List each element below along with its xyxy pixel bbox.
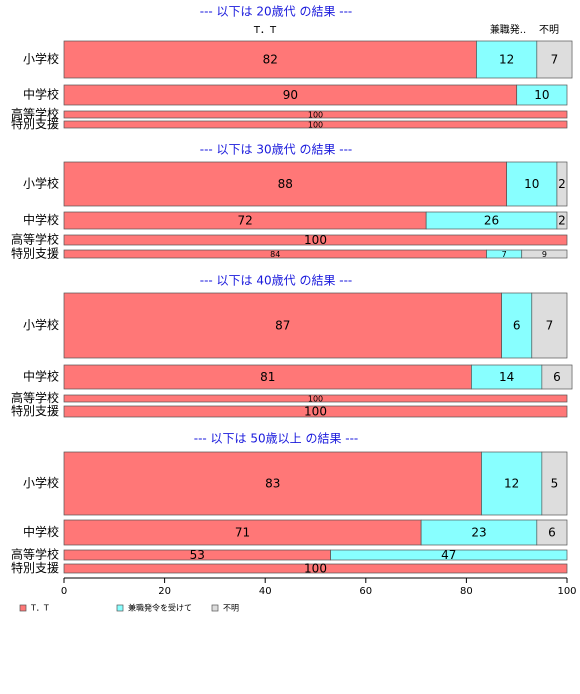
bar-segment bbox=[63, 405, 568, 418]
data-label: 72 bbox=[237, 214, 252, 228]
bar-segment bbox=[536, 519, 568, 546]
data-label: 12 bbox=[504, 477, 519, 491]
data-label: 14 bbox=[499, 370, 514, 384]
category-label: 特別支援 bbox=[11, 403, 59, 418]
bar-segment bbox=[471, 364, 543, 390]
panel-title: --- 以下は 50歳以上 の結果 --- bbox=[194, 432, 359, 446]
data-label: 2 bbox=[558, 214, 566, 228]
bar-segment bbox=[476, 40, 538, 79]
category-label: 高等学校 bbox=[11, 106, 59, 121]
category-label: 小学校 bbox=[23, 51, 59, 66]
bar-segment bbox=[63, 519, 422, 546]
category-label: 中学校 bbox=[23, 369, 59, 384]
bar-segment bbox=[521, 249, 568, 259]
data-label: 10 bbox=[534, 88, 549, 102]
legend-swatch bbox=[19, 604, 27, 612]
bar-segment bbox=[506, 161, 558, 207]
category-label: 中学校 bbox=[23, 87, 59, 102]
bar-segment bbox=[531, 292, 568, 359]
bar-segment bbox=[63, 110, 568, 119]
data-label: 2 bbox=[558, 177, 566, 191]
data-label: 100 bbox=[304, 233, 327, 247]
bar-segment bbox=[63, 451, 482, 516]
x-tick-label: 100 bbox=[557, 586, 576, 597]
category-label: 特別支援 bbox=[11, 246, 59, 261]
data-label: 5 bbox=[551, 477, 559, 491]
bar-segment bbox=[330, 549, 568, 561]
data-label: 6 bbox=[548, 526, 556, 540]
data-label: 7 bbox=[502, 250, 507, 259]
bar-segment bbox=[516, 84, 568, 106]
data-label: 100 bbox=[308, 395, 323, 404]
bar-segment bbox=[556, 211, 568, 230]
data-label: 84 bbox=[270, 250, 280, 259]
x-tick-label: 20 bbox=[158, 586, 171, 597]
category-label: 高等学校 bbox=[11, 232, 59, 247]
bar-segment bbox=[63, 40, 477, 79]
bar-segment bbox=[63, 563, 568, 574]
x-tick-label: 0 bbox=[61, 586, 67, 597]
legend-label: T．T bbox=[30, 604, 49, 613]
category-label: 中学校 bbox=[23, 524, 59, 539]
data-label: 81 bbox=[260, 370, 275, 384]
bar-segment bbox=[63, 120, 568, 129]
bar-segment bbox=[536, 40, 573, 79]
column-header: 兼職発.. bbox=[490, 23, 526, 36]
panel-title: --- 以下は 40歳代 の結果 --- bbox=[200, 274, 353, 288]
panel-title: --- 以下は 20歳代 の結果 --- bbox=[200, 5, 353, 19]
category-label: 中学校 bbox=[23, 212, 59, 227]
category-label: 小学校 bbox=[23, 317, 59, 332]
bar-segment bbox=[63, 161, 507, 207]
column-header: 不明 bbox=[539, 24, 559, 36]
data-label: 7 bbox=[546, 319, 554, 333]
data-label: 23 bbox=[471, 526, 486, 540]
category-label: 高等学校 bbox=[11, 547, 59, 562]
bar-segment bbox=[63, 292, 502, 359]
data-label: 83 bbox=[265, 477, 280, 491]
data-label: 9 bbox=[542, 250, 547, 259]
bar-segment bbox=[63, 234, 568, 246]
bar-segment bbox=[420, 519, 538, 546]
category-label: 高等学校 bbox=[11, 390, 59, 405]
x-tick-label: 60 bbox=[359, 586, 372, 597]
category-label: 小学校 bbox=[23, 475, 59, 490]
data-label: 100 bbox=[308, 111, 323, 120]
legend-label: 不明 bbox=[223, 604, 239, 613]
bar-segment bbox=[481, 451, 543, 516]
data-label: 10 bbox=[524, 177, 539, 191]
category-label: 小学校 bbox=[23, 176, 59, 191]
category-label: 特別支援 bbox=[11, 116, 59, 131]
panel-title: --- 以下は 30歳代 の結果 --- bbox=[200, 143, 353, 157]
data-label: 26 bbox=[484, 214, 499, 228]
legend-label: 兼職発令を受けて bbox=[128, 603, 192, 613]
data-label: 100 bbox=[304, 405, 327, 419]
bar-segment bbox=[541, 364, 573, 390]
column-header: T．T bbox=[253, 25, 277, 36]
data-label: 87 bbox=[275, 319, 290, 333]
data-label: 82 bbox=[263, 53, 278, 67]
data-label: 47 bbox=[441, 548, 456, 562]
bar-segment bbox=[556, 161, 568, 207]
data-label: 53 bbox=[190, 548, 205, 562]
data-label: 90 bbox=[283, 88, 298, 102]
data-label: 6 bbox=[553, 370, 561, 384]
bar-segment bbox=[63, 394, 568, 403]
x-tick-label: 80 bbox=[460, 586, 473, 597]
data-label: 100 bbox=[304, 562, 327, 576]
data-label: 88 bbox=[278, 177, 293, 191]
data-label: 12 bbox=[499, 53, 514, 67]
category-label: 特別支援 bbox=[11, 560, 59, 575]
data-label: 71 bbox=[235, 526, 250, 540]
legend-swatch bbox=[211, 604, 219, 612]
x-tick-label: 40 bbox=[259, 586, 272, 597]
data-label: 6 bbox=[513, 319, 521, 333]
data-label: 100 bbox=[308, 121, 323, 130]
legend-swatch bbox=[116, 604, 124, 612]
data-label: 7 bbox=[551, 53, 559, 67]
bar-segment bbox=[63, 364, 472, 390]
bar-segment bbox=[541, 451, 568, 516]
bar-segment bbox=[501, 292, 533, 359]
